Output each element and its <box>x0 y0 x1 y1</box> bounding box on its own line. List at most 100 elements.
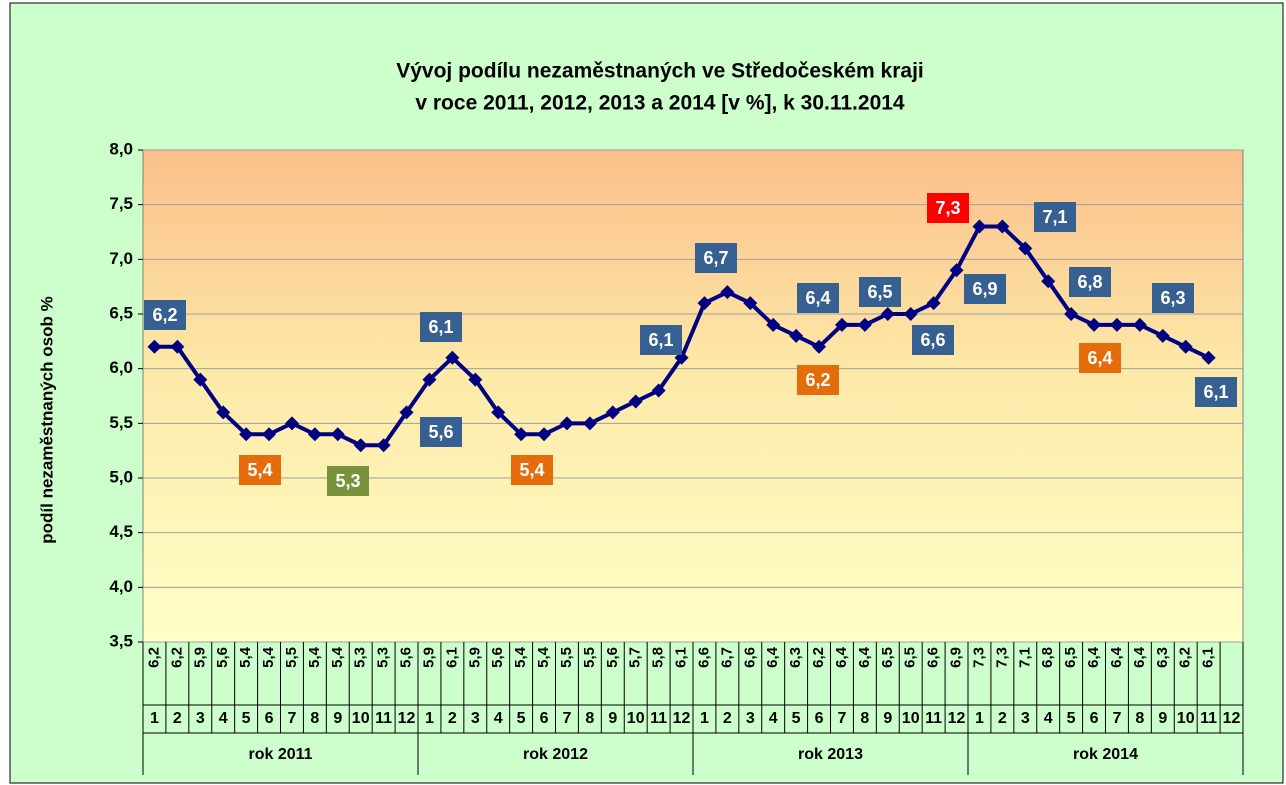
table-value: 5,6 <box>214 647 231 668</box>
table-value: 5,4 <box>237 646 254 668</box>
x-tick-label: 11 <box>925 710 942 727</box>
table-value: 6,4 <box>856 646 873 668</box>
table-value: 5,8 <box>650 647 667 668</box>
x-tick-label: 3 <box>196 710 205 727</box>
x-tick-label: 10 <box>1177 710 1195 727</box>
chart-title: Vývoj podílu nezaměstnaných ve Středočes… <box>396 60 924 83</box>
x-tick-label: 3 <box>471 710 480 727</box>
x-tick-label: 10 <box>627 710 645 727</box>
y-tick-label: 6,0 <box>109 358 133 377</box>
callout-box <box>420 417 462 447</box>
table-value: 5,6 <box>489 647 506 668</box>
data-label: 7,1 <box>1042 207 1067 227</box>
x-tick-label: 11 <box>375 710 392 727</box>
table-value: 6,9 <box>948 647 965 668</box>
table-value: 6,1 <box>443 647 460 668</box>
x-tick-label: 2 <box>173 710 182 727</box>
plot-area <box>142 149 1244 643</box>
table-value: 7,3 <box>993 647 1010 668</box>
point <box>491 405 506 420</box>
group-label: rok 2013 <box>798 746 863 763</box>
point <box>834 317 849 332</box>
y-axis-label: podíl nezaměstnaných osob % <box>37 296 56 544</box>
x-tick-label: 10 <box>902 710 920 727</box>
y-tick-label: 5,5 <box>109 413 133 432</box>
point <box>307 427 322 442</box>
table-value: 5,6 <box>604 647 621 668</box>
data-label: 6,1 <box>648 330 673 350</box>
point <box>170 339 185 354</box>
data-label: 6,6 <box>920 330 945 350</box>
point <box>468 372 483 387</box>
data-label: 6,8 <box>1077 272 1102 292</box>
x-tick-label: 8 <box>1135 710 1144 727</box>
table-value: 5,3 <box>375 647 392 668</box>
point <box>880 307 895 321</box>
point <box>720 285 735 300</box>
table-value: 7,3 <box>970 647 987 668</box>
chart-subtitle: v roce 2011, 2012, 2013 a 2014 [v %], k … <box>415 92 905 115</box>
x-tick-label: 9 <box>1158 710 1167 727</box>
data-label: 6,2 <box>152 305 177 325</box>
data-label: 5,4 <box>519 460 544 480</box>
table-value: 6,4 <box>1108 646 1125 668</box>
callout-box <box>144 300 186 330</box>
x-tick-label: 8 <box>585 710 594 727</box>
table-value: 5,9 <box>191 647 208 668</box>
point <box>330 427 345 442</box>
callout-box <box>239 455 281 485</box>
point <box>628 394 643 409</box>
table-value: 5,9 <box>420 647 437 668</box>
x-tick-label: 7 <box>1113 710 1122 727</box>
data-label: 7,3 <box>935 198 960 218</box>
x-tick-label: 9 <box>333 710 342 727</box>
y-tick-label: 6,5 <box>109 303 133 322</box>
data-label: 6,2 <box>805 370 830 390</box>
x-tick-label: 12 <box>673 710 691 727</box>
point <box>926 296 941 311</box>
point <box>1155 328 1170 343</box>
x-tick-label: 7 <box>288 710 297 727</box>
point <box>537 427 552 442</box>
table-value: 5,4 <box>260 646 277 668</box>
x-tick-label: 2 <box>723 710 732 727</box>
point <box>766 317 781 332</box>
data-label: 6,1 <box>428 317 453 337</box>
data-label: 6,4 <box>1087 348 1112 368</box>
point <box>1087 317 1102 332</box>
table-value: 5,6 <box>398 647 415 668</box>
table-value: 6,2 <box>145 647 162 668</box>
point <box>1132 317 1147 332</box>
callout-box <box>420 312 462 342</box>
point <box>193 372 208 387</box>
point <box>262 427 277 442</box>
x-tick-label: 1 <box>975 710 984 727</box>
x-tick-label: 1 <box>700 710 709 727</box>
point <box>651 383 666 398</box>
table-value: 5,5 <box>558 647 575 668</box>
table-value: 6,5 <box>902 647 919 668</box>
x-tick-label: 8 <box>860 710 869 727</box>
x-tick-label: 6 <box>265 710 274 727</box>
callout-box <box>1034 202 1076 232</box>
point <box>697 296 712 311</box>
callout-box <box>327 466 369 496</box>
callout-box <box>695 243 737 273</box>
table-value: 6,5 <box>1062 647 1079 668</box>
callout-box <box>927 193 969 223</box>
point <box>903 307 918 321</box>
group-label: rok 2011 <box>248 746 312 763</box>
y-tick-label: 8,0 <box>109 139 133 158</box>
data-label: 6,1 <box>1203 382 1228 402</box>
table-value: 6,6 <box>741 647 758 668</box>
x-tick-label: 9 <box>608 710 617 727</box>
table-value: 5,9 <box>466 647 483 668</box>
point <box>949 263 964 278</box>
table-value: 5,4 <box>512 646 529 668</box>
x-tick-label: 12 <box>1223 710 1241 727</box>
callout-box <box>797 365 839 395</box>
table-value: 6,3 <box>1154 647 1171 668</box>
callout-box <box>640 325 682 355</box>
point <box>1109 317 1124 332</box>
